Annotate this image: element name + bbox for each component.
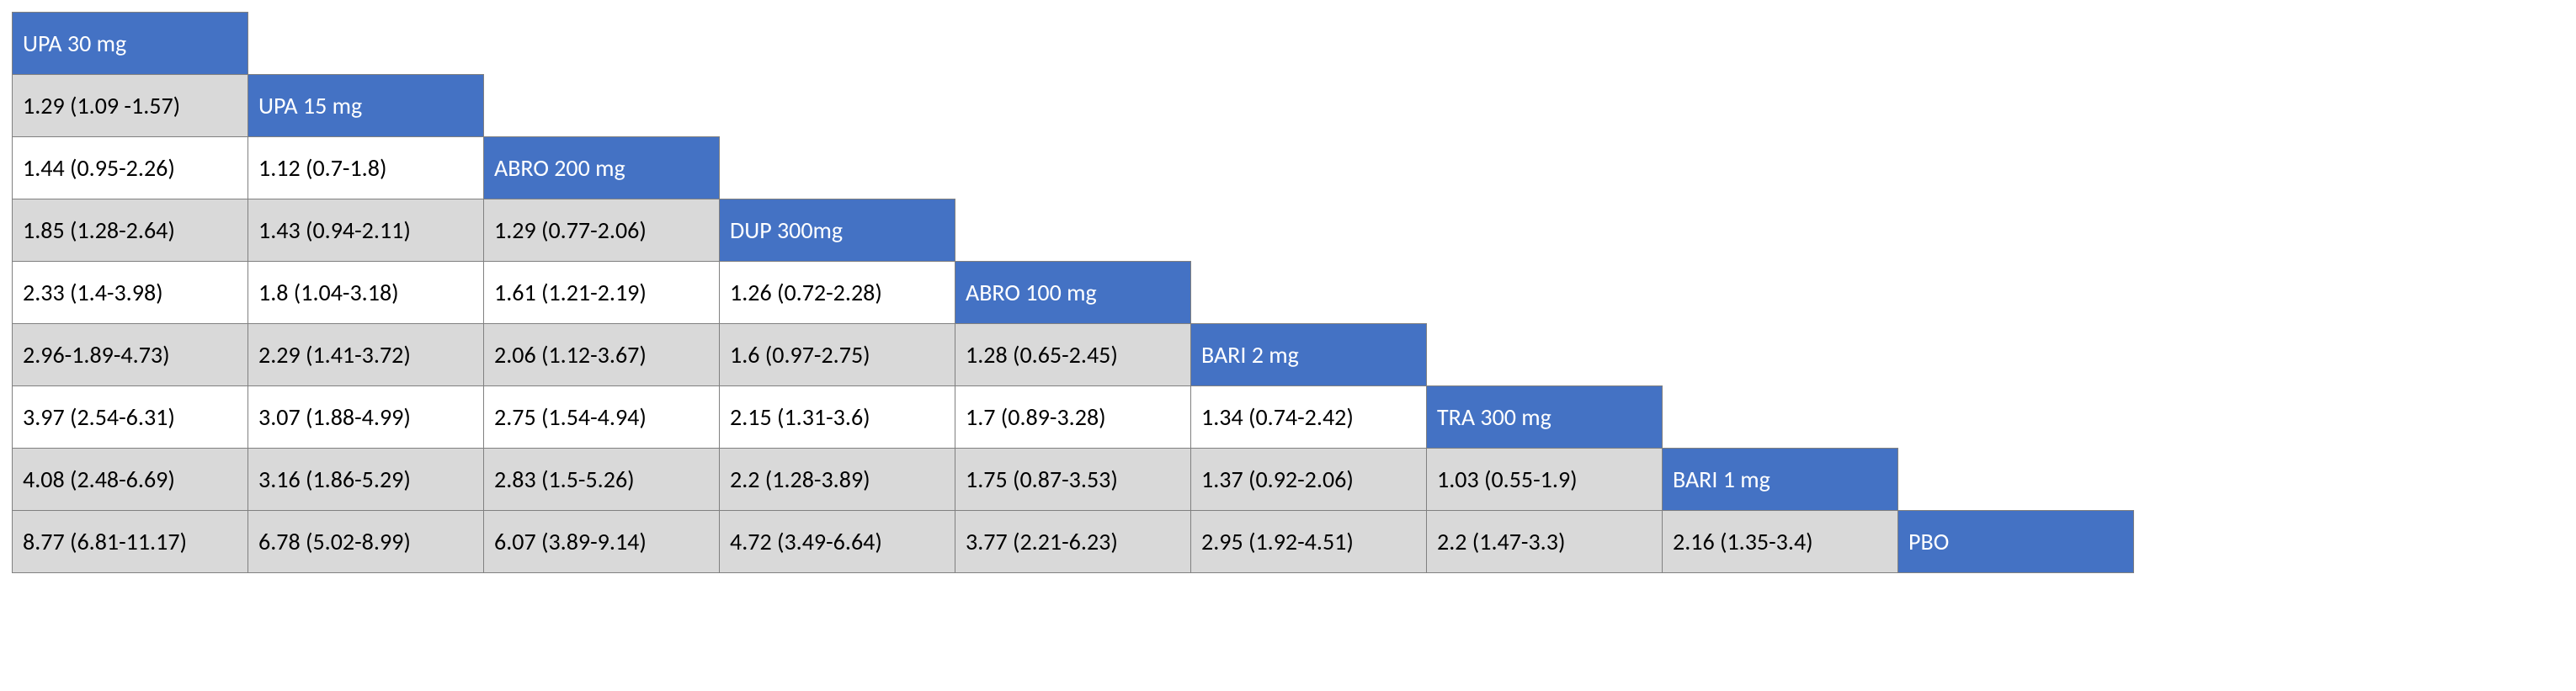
table-row: UPA 30 mg — [13, 13, 2134, 75]
data-cell: 1.44 (0.95-2.26) — [13, 137, 248, 199]
empty-cell — [720, 75, 955, 137]
data-cell: 1.03 (0.55-1.9) — [1427, 449, 1663, 511]
data-cell: 2.96-1.89-4.73) — [13, 324, 248, 386]
data-cell: 1.29 (0.77-2.06) — [484, 199, 720, 262]
treatment-header: BARI 1 mg — [1663, 449, 1898, 511]
empty-cell — [1663, 324, 1898, 386]
data-cell: 2.29 (1.41-3.72) — [248, 324, 484, 386]
empty-cell — [955, 199, 1191, 262]
table-row: 4.08 (2.48-6.69)3.16 (1.86-5.29)2.83 (1.… — [13, 449, 2134, 511]
empty-cell — [1427, 75, 1663, 137]
staircase-comparison-table: UPA 30 mg1.29 (1.09 -1.57)UPA 15 mg1.44 … — [12, 12, 2134, 573]
empty-cell — [720, 137, 955, 199]
data-cell: 4.08 (2.48-6.69) — [13, 449, 248, 511]
treatment-header: TRA 300 mg — [1427, 386, 1663, 449]
data-cell: 1.75 (0.87-3.53) — [955, 449, 1191, 511]
treatment-header: BARI 2 mg — [1191, 324, 1427, 386]
empty-cell — [1898, 262, 2134, 324]
empty-cell — [1898, 13, 2134, 75]
table-row: 8.77 (6.81-11.17)6.78 (5.02-8.99)6.07 (3… — [13, 511, 2134, 573]
empty-cell — [1191, 199, 1427, 262]
empty-cell — [248, 13, 484, 75]
data-cell: 2.2 (1.28-3.89) — [720, 449, 955, 511]
data-cell: 2.95 (1.92-4.51) — [1191, 511, 1427, 573]
data-cell: 6.78 (5.02-8.99) — [248, 511, 484, 573]
treatment-header: ABRO 100 mg — [955, 262, 1191, 324]
data-cell: 1.29 (1.09 -1.57) — [13, 75, 248, 137]
treatment-header: UPA 30 mg — [13, 13, 248, 75]
data-cell: 2.06 (1.12-3.67) — [484, 324, 720, 386]
empty-cell — [720, 13, 955, 75]
data-cell: 1.43 (0.94-2.11) — [248, 199, 484, 262]
empty-cell — [1663, 13, 1898, 75]
empty-cell — [955, 75, 1191, 137]
data-cell: 6.07 (3.89-9.14) — [484, 511, 720, 573]
empty-cell — [1191, 137, 1427, 199]
data-cell: 8.77 (6.81-11.17) — [13, 511, 248, 573]
data-cell: 4.72 (3.49-6.64) — [720, 511, 955, 573]
data-cell: 2.33 (1.4-3.98) — [13, 262, 248, 324]
empty-cell — [1663, 262, 1898, 324]
empty-cell — [1898, 199, 2134, 262]
data-cell: 3.07 (1.88-4.99) — [248, 386, 484, 449]
data-cell: 2.2 (1.47-3.3) — [1427, 511, 1663, 573]
empty-cell — [1427, 262, 1663, 324]
empty-cell — [1191, 13, 1427, 75]
data-cell: 1.26 (0.72-2.28) — [720, 262, 955, 324]
empty-cell — [1663, 137, 1898, 199]
empty-cell — [1663, 199, 1898, 262]
treatment-header: ABRO 200 mg — [484, 137, 720, 199]
empty-cell — [1898, 324, 2134, 386]
empty-cell — [1191, 75, 1427, 137]
data-cell: 1.34 (0.74-2.42) — [1191, 386, 1427, 449]
data-cell: 1.7 (0.89-3.28) — [955, 386, 1191, 449]
table-row: 3.97 (2.54-6.31)3.07 (1.88-4.99)2.75 (1.… — [13, 386, 2134, 449]
data-cell: 3.16 (1.86-5.29) — [248, 449, 484, 511]
treatment-header: PBO — [1898, 511, 2134, 573]
empty-cell — [1663, 386, 1898, 449]
empty-cell — [1427, 137, 1663, 199]
empty-cell — [1898, 75, 2134, 137]
empty-cell — [1191, 262, 1427, 324]
empty-cell — [1427, 324, 1663, 386]
table-row: 1.29 (1.09 -1.57)UPA 15 mg — [13, 75, 2134, 137]
treatment-header: DUP 300mg — [720, 199, 955, 262]
empty-cell — [955, 137, 1191, 199]
table-row: 2.96-1.89-4.73)2.29 (1.41-3.72)2.06 (1.1… — [13, 324, 2134, 386]
data-cell: 2.83 (1.5-5.26) — [484, 449, 720, 511]
data-cell: 2.75 (1.54-4.94) — [484, 386, 720, 449]
empty-cell — [1898, 449, 2134, 511]
data-cell: 3.97 (2.54-6.31) — [13, 386, 248, 449]
empty-cell — [1427, 199, 1663, 262]
empty-cell — [1427, 13, 1663, 75]
table-row: 1.44 (0.95-2.26)1.12 (0.7-1.8)ABRO 200 m… — [13, 137, 2134, 199]
data-cell: 1.6 (0.97-2.75) — [720, 324, 955, 386]
empty-cell — [1898, 137, 2134, 199]
data-cell: 3.77 (2.21-6.23) — [955, 511, 1191, 573]
empty-cell — [484, 75, 720, 137]
data-cell: 1.85 (1.28-2.64) — [13, 199, 248, 262]
data-cell: 1.61 (1.21-2.19) — [484, 262, 720, 324]
data-cell: 1.37 (0.92-2.06) — [1191, 449, 1427, 511]
data-cell: 1.12 (0.7-1.8) — [248, 137, 484, 199]
empty-cell — [484, 13, 720, 75]
empty-cell — [955, 13, 1191, 75]
data-cell: 2.15 (1.31-3.6) — [720, 386, 955, 449]
empty-cell — [1898, 386, 2134, 449]
empty-cell — [1663, 75, 1898, 137]
table-row: 2.33 (1.4-3.98)1.8 (1.04-3.18)1.61 (1.21… — [13, 262, 2134, 324]
data-cell: 1.8 (1.04-3.18) — [248, 262, 484, 324]
data-cell: 2.16 (1.35-3.4) — [1663, 511, 1898, 573]
treatment-header: UPA 15 mg — [248, 75, 484, 137]
table-row: 1.85 (1.28-2.64)1.43 (0.94-2.11)1.29 (0.… — [13, 199, 2134, 262]
data-cell: 1.28 (0.65-2.45) — [955, 324, 1191, 386]
